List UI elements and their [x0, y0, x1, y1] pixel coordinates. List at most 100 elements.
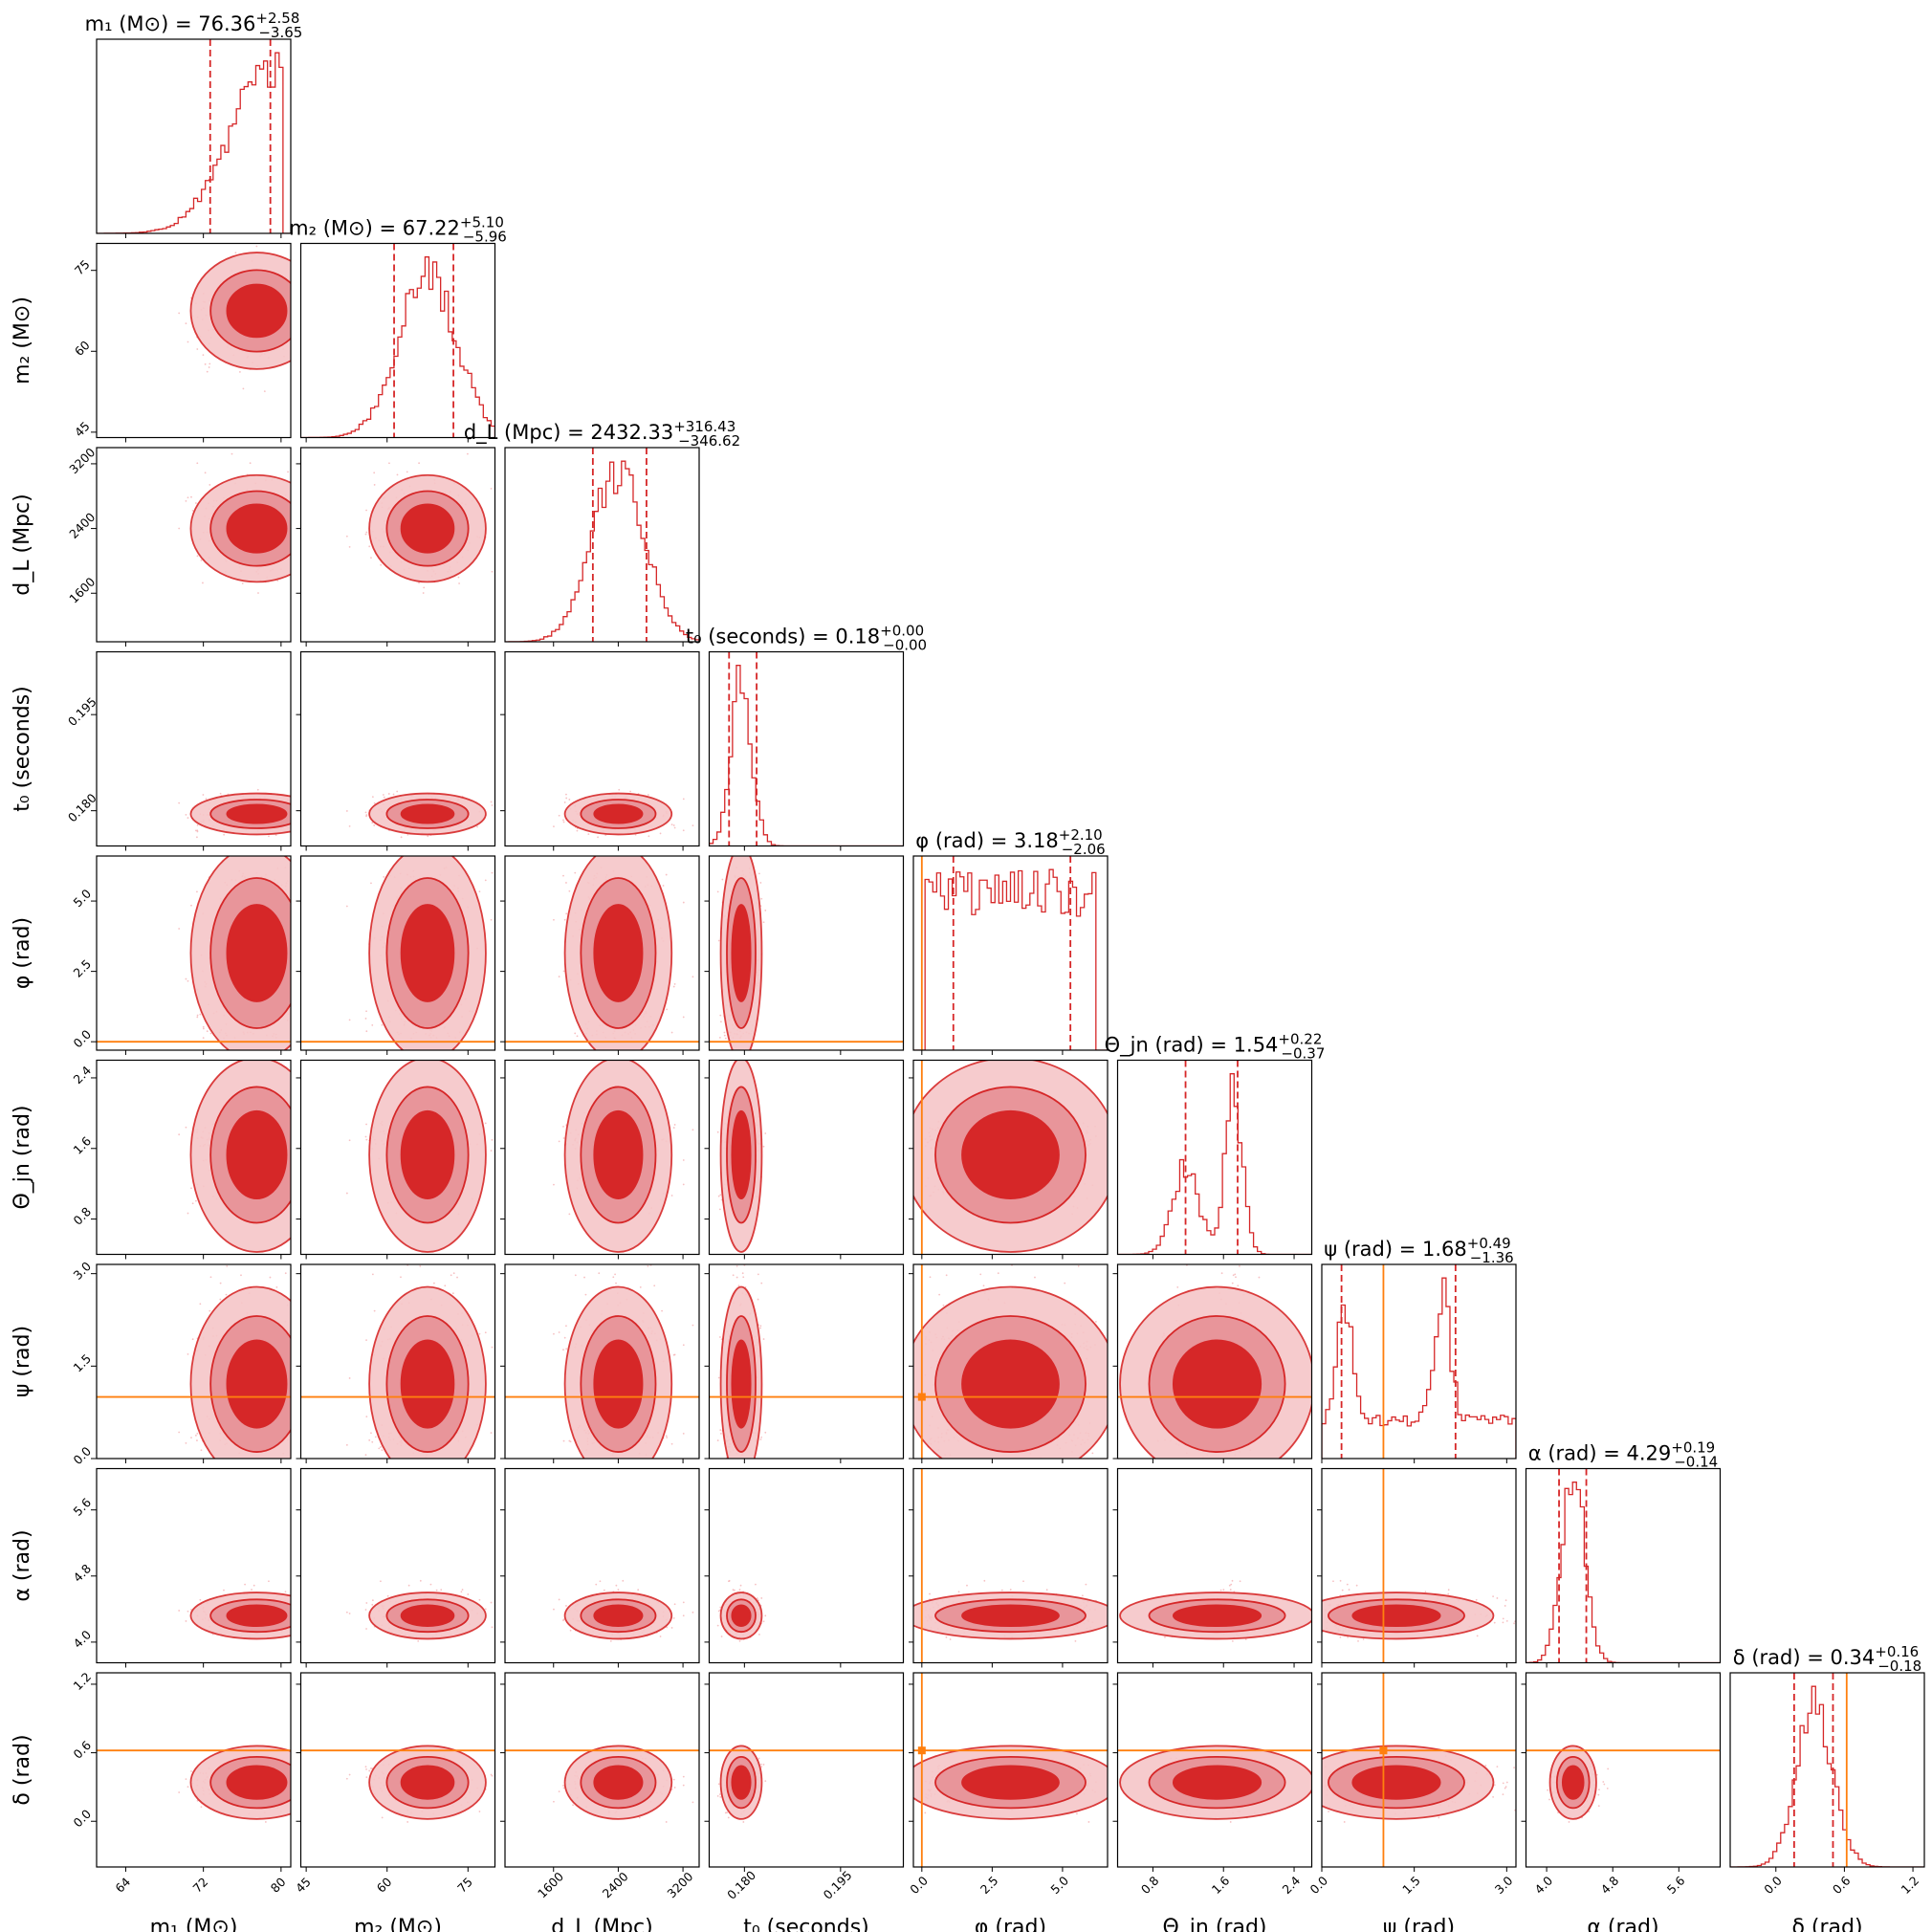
- hist-psi: [1322, 1277, 1516, 1459]
- hist-panel-m2: m₂ (M⊙) = 67.22+5.10 −5.96: [289, 214, 507, 443]
- panel-m1-m2: 45 60 75 m₂ (M⊙): [11, 242, 292, 443]
- contour-level: [226, 1765, 288, 1800]
- panel-m2-psi: [296, 1263, 496, 1463]
- x-axis-label-psi: ψ (rad): [1383, 1916, 1455, 1932]
- contour-level: [593, 1604, 644, 1628]
- panel-thjn-delta: 0.8 1.6 2.4 Θ_jn (rad): [1112, 1672, 1313, 1932]
- x-tick-label: 1.2: [1899, 1873, 1922, 1897]
- panel-m2-t0: [296, 650, 496, 851]
- contour-level: [593, 803, 644, 824]
- hist-title-t0: t₀ (seconds) = 0.18+0.00 −0.00: [686, 623, 927, 654]
- panel-m1-thjn: 0.8 1.6 2.4 Θ_jn (rad): [11, 1059, 292, 1260]
- x-tick-label: 60: [374, 1875, 395, 1896]
- contour-level: [226, 904, 288, 1002]
- panel-phi-delta: 0.0 2.5 5.0 φ (rad): [907, 1672, 1109, 1932]
- hist-panel-phi: φ (rad) = 3.18+2.10 −2.06: [912, 826, 1109, 1055]
- y-tick-label: 5.6: [70, 1495, 94, 1519]
- hist-dL: [505, 460, 699, 642]
- y-tick-label: 0.6: [70, 1738, 94, 1762]
- hist-title-delta: δ (rad) = 0.34+0.16 −0.18: [1733, 1643, 1921, 1675]
- x-axis-label-dL: d_L (Mpc): [551, 1916, 652, 1932]
- hist-title-m2: m₂ (M⊙) = 67.22+5.10 −5.96: [289, 214, 507, 246]
- y-tick-label: 4.0: [70, 1627, 94, 1651]
- y-axis-label-delta: δ (rad): [11, 1734, 34, 1805]
- panel-m2-thjn: [296, 1059, 496, 1260]
- x-axis-label-m1: m₁ (M⊙): [150, 1916, 238, 1932]
- contour-level: [400, 503, 455, 554]
- contour-level: [1351, 1604, 1441, 1628]
- x-tick-label: 2.4: [1280, 1873, 1304, 1897]
- x-axis-label-alpha: α (rad): [1587, 1916, 1658, 1932]
- hist-t0: [709, 665, 904, 846]
- contour-level: [1351, 1765, 1441, 1800]
- y-axis-label-t0: t₀ (seconds): [11, 686, 34, 812]
- panel-m1-psi: 0.0 1.5 3.0 ψ (rad): [11, 1259, 292, 1467]
- panel-dL-delta: 1600 2400 3200 d_L (Mpc): [500, 1672, 700, 1932]
- y-tick-label: 0.0: [70, 1027, 94, 1051]
- x-tick-label: 0.8: [1138, 1873, 1162, 1897]
- truth-marker: [917, 1393, 926, 1401]
- x-tick-label: 0.180: [724, 1868, 758, 1902]
- x-tick-label: 0.6: [1830, 1873, 1854, 1897]
- x-axis-label-thjn: Θ_jn (rad): [1162, 1916, 1266, 1932]
- panel-psi-delta: 0.0 1.5 3.0 ψ (rad): [1306, 1672, 1517, 1932]
- x-tick-label: 4.0: [1532, 1873, 1556, 1897]
- y-tick-label: 2400: [66, 510, 98, 541]
- panel-phi-alpha: [909, 1467, 1109, 1668]
- contour-level: [731, 1604, 752, 1628]
- panel-dL-phi: [500, 855, 700, 1055]
- y-axis-label-m2: m₂ (M⊙): [11, 296, 34, 384]
- hist-title-psi: ψ (rad) = 1.68+0.49 −1.36: [1324, 1235, 1513, 1266]
- panel-t0-thjn: [704, 1059, 905, 1260]
- y-tick-label: 0.180: [65, 790, 99, 824]
- contour-level: [400, 1109, 455, 1200]
- x-tick-label: 2400: [600, 1869, 631, 1900]
- truth-marker: [1379, 1746, 1388, 1755]
- contour-level: [1172, 1604, 1262, 1628]
- contour-level: [731, 904, 752, 1002]
- hist-panel-alpha: α (rad) = 4.29+0.19 −0.14: [1525, 1439, 1722, 1668]
- y-tick-label: 1.6: [70, 1133, 94, 1157]
- x-tick-label: 45: [293, 1875, 314, 1896]
- contour-level: [226, 1339, 288, 1429]
- y-tick-label: 45: [72, 419, 93, 440]
- y-tick-label: 0.0: [70, 1443, 94, 1467]
- hist-panel-t0: t₀ (seconds) = 0.18+0.00 −0.00: [686, 623, 927, 851]
- contour-level: [400, 904, 455, 1002]
- contour-level: [1561, 1765, 1585, 1800]
- y-axis-label-alpha: α (rad): [11, 1529, 34, 1601]
- contour-level: [961, 1109, 1060, 1200]
- panel-dL-t0: [500, 650, 700, 851]
- contour-level: [226, 283, 288, 339]
- y-axis-label-thjn: Θ_jn (rad): [11, 1105, 34, 1209]
- panel-m1-dL: 1600 2400 3200 d_L (Mpc): [11, 445, 292, 647]
- contour-level: [400, 1604, 455, 1628]
- x-tick-label: 0.195: [821, 1868, 855, 1902]
- hist-panel-dL: d_L (Mpc) = 2432.33+316.43 −346.62: [464, 418, 740, 647]
- y-tick-label: 1.2: [70, 1669, 94, 1693]
- panel-dL-alpha: [500, 1467, 700, 1668]
- panel-psi-alpha: [1317, 1467, 1517, 1668]
- y-tick-label: 0.8: [70, 1204, 94, 1228]
- y-tick-label: 3200: [66, 445, 98, 476]
- y-axis-label-psi: ψ (rad): [11, 1326, 34, 1397]
- x-tick-label: 2.5: [977, 1873, 1001, 1897]
- panel-t0-phi: [704, 855, 905, 1055]
- x-axis-label-delta: δ (rad): [1791, 1916, 1862, 1932]
- hist-panel-m1: m₁ (M⊙) = 76.36+2.58 −3.65: [85, 10, 302, 238]
- panel-t0-psi: [704, 1263, 905, 1463]
- contour-level: [593, 1765, 644, 1800]
- y-tick-label: 1600: [66, 574, 98, 605]
- hist-alpha: [1526, 1482, 1721, 1663]
- hist-panel-psi: ψ (rad) = 1.68+0.49 −1.36: [1321, 1235, 1517, 1463]
- contour-level: [400, 803, 455, 824]
- x-axis-label-t0: t₀ (seconds): [743, 1916, 869, 1932]
- panel-m2-phi: [296, 855, 496, 1055]
- y-tick-label: 0.0: [70, 1807, 94, 1831]
- y-tick-label: 5.0: [70, 887, 94, 911]
- hist-delta: [1730, 1685, 1924, 1867]
- panel-thjn-alpha: [1112, 1467, 1313, 1668]
- hist-panel-delta: δ (rad) = 0.34+0.16 −0.18 0.0 0.6 1.2 δ (rad): [1729, 1643, 1925, 1932]
- y-tick-label: 75: [72, 257, 93, 278]
- y-tick-label: 2.5: [70, 956, 94, 980]
